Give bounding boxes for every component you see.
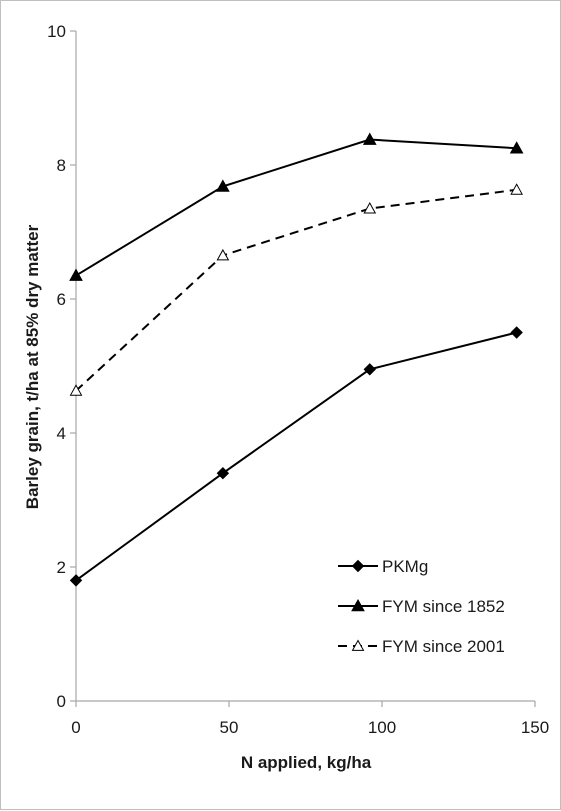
legend-marker bbox=[351, 598, 365, 612]
x-tick-label: 50 bbox=[220, 718, 239, 737]
x-tick-label: 0 bbox=[71, 718, 80, 737]
data-point bbox=[69, 384, 83, 396]
x-axis-title: N applied, kg/ha bbox=[241, 753, 372, 772]
series-layer bbox=[69, 132, 524, 587]
legend: PKMg FYM since 1852 FYM since 2001 bbox=[338, 557, 505, 656]
legend-label: FYM since 1852 bbox=[382, 597, 505, 616]
y-tick-label: 2 bbox=[57, 558, 66, 577]
data-point bbox=[363, 202, 377, 214]
legend-marker bbox=[351, 639, 365, 651]
y-tick-label: 4 bbox=[57, 424, 66, 443]
y-tick-label: 10 bbox=[47, 22, 66, 41]
series-line bbox=[75, 331, 517, 582]
data-point bbox=[216, 248, 230, 261]
series-line bbox=[75, 188, 517, 392]
legend-marker bbox=[351, 559, 365, 573]
y-tick-label: 6 bbox=[57, 290, 66, 309]
y-axis-title: Barley grain, t/ha at 85% dry matter bbox=[23, 224, 42, 509]
series-pkmg bbox=[69, 326, 523, 587]
series-fym-since-2001 bbox=[69, 183, 523, 396]
data-point bbox=[69, 574, 83, 587]
data-point bbox=[69, 268, 83, 281]
series-line bbox=[75, 138, 517, 277]
y-tick-label: 8 bbox=[57, 156, 66, 175]
legend-item: PKMg bbox=[338, 557, 428, 576]
data-point bbox=[509, 141, 524, 154]
legend-label: FYM since 2001 bbox=[382, 637, 505, 656]
data-point bbox=[363, 363, 376, 376]
data-point bbox=[510, 326, 523, 339]
legend-item: FYM since 1852 bbox=[338, 597, 505, 616]
legend-item: FYM since 2001 bbox=[338, 637, 505, 656]
data-point bbox=[362, 132, 377, 145]
series-fym-since-1852 bbox=[69, 132, 524, 281]
x-tick-label: 150 bbox=[521, 718, 549, 737]
y-tick-label: 0 bbox=[57, 692, 66, 711]
x-tick-label: 100 bbox=[368, 718, 396, 737]
legend-label: PKMg bbox=[382, 557, 428, 576]
data-point bbox=[216, 179, 230, 192]
data-point bbox=[216, 466, 230, 480]
data-point bbox=[510, 183, 523, 195]
